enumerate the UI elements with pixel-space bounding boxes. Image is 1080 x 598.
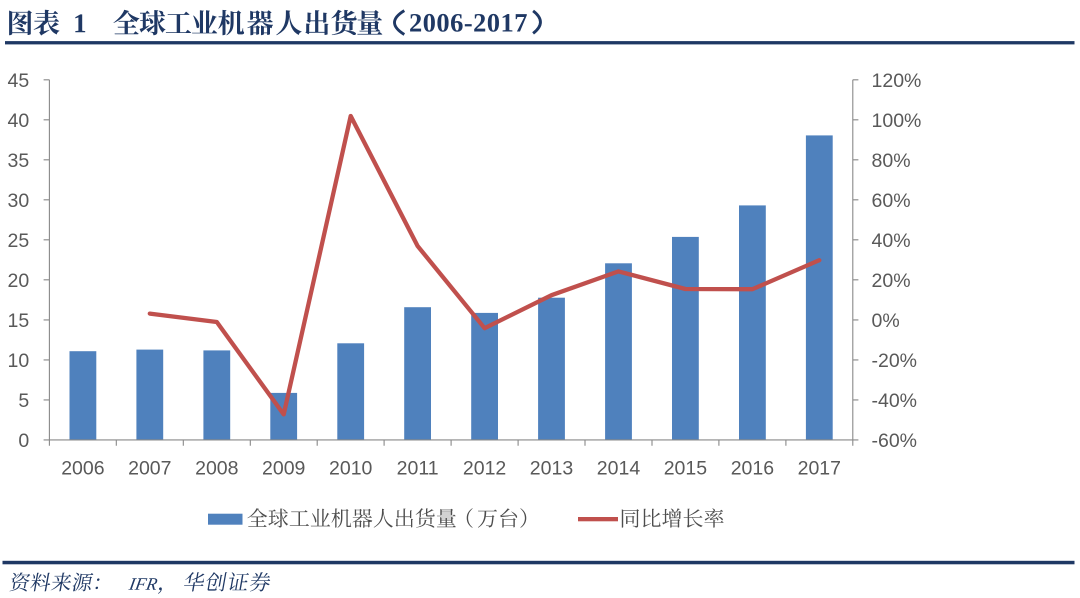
svg-text:-40%: -40% [872,390,918,412]
svg-text:10: 10 [7,350,29,372]
svg-text:20%: 20% [872,270,911,292]
svg-text:2015: 2015 [664,458,708,480]
svg-text:2007: 2007 [128,458,171,480]
svg-text:30: 30 [7,190,29,212]
svg-text:2016: 2016 [731,458,774,480]
svg-text:2006: 2006 [61,458,104,480]
svg-text:15: 15 [7,310,29,332]
svg-text:-20%: -20% [872,350,918,372]
svg-text:60%: 60% [872,190,911,212]
svg-text:100%: 100% [872,110,922,132]
svg-text:2008: 2008 [195,458,238,480]
svg-text:2014: 2014 [597,458,641,480]
svg-text:2012: 2012 [463,458,506,480]
svg-text:45: 45 [7,70,29,92]
svg-text:5: 5 [18,390,29,412]
svg-text:2011: 2011 [397,458,439,480]
svg-text:2009: 2009 [262,458,305,480]
svg-text:35: 35 [7,150,29,172]
svg-text:20: 20 [7,270,29,292]
svg-text:2010: 2010 [329,458,373,480]
svg-text:40: 40 [7,110,29,132]
svg-text:0: 0 [18,430,29,452]
svg-text:-60%: -60% [872,430,918,452]
svg-text:120%: 120% [872,70,922,92]
svg-text:40%: 40% [872,230,911,252]
svg-text:2017: 2017 [798,458,841,480]
svg-text:80%: 80% [872,150,911,172]
svg-text:2013: 2013 [530,458,573,480]
svg-text:25: 25 [7,230,29,252]
svg-text:0%: 0% [872,310,900,332]
